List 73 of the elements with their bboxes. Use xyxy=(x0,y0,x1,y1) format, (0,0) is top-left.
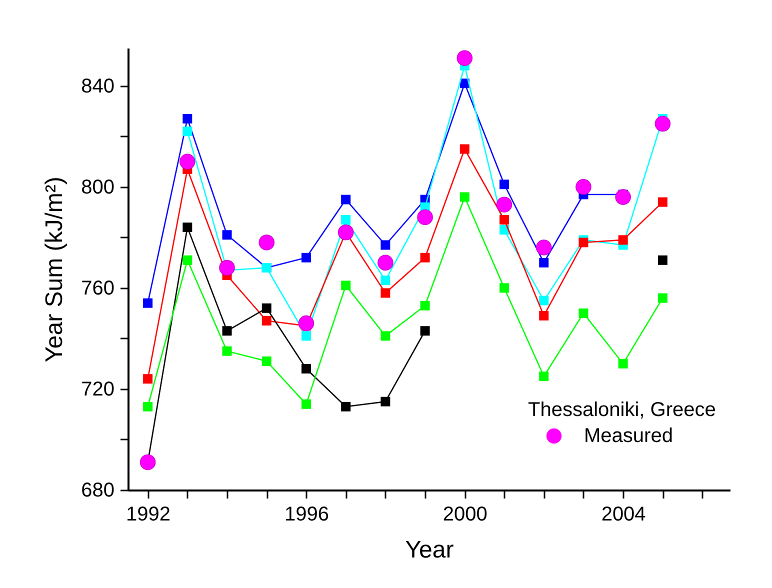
point xyxy=(658,197,668,207)
x-tick-label: 2000 xyxy=(442,504,488,526)
point xyxy=(460,144,470,154)
point xyxy=(380,396,390,406)
legend-label: Measured xyxy=(584,425,673,447)
point xyxy=(182,114,192,124)
point xyxy=(222,230,232,240)
point xyxy=(500,283,509,293)
x-axis-title: Year xyxy=(405,536,454,564)
point xyxy=(301,331,311,341)
point xyxy=(298,315,314,332)
point xyxy=(262,316,272,326)
point xyxy=(576,179,592,195)
y-tick-label: 720 xyxy=(81,378,114,400)
point xyxy=(618,358,628,368)
y-tick-label: 840 xyxy=(81,75,114,98)
point xyxy=(615,189,631,205)
y-tick-label: 800 xyxy=(81,176,114,198)
x-tick-label: 1992 xyxy=(126,504,171,526)
point xyxy=(219,260,235,276)
y-axis-title: Year Sum (kJ/m²) xyxy=(41,176,68,362)
point xyxy=(378,254,394,271)
point xyxy=(578,308,588,318)
point xyxy=(143,298,153,308)
point xyxy=(456,50,473,66)
point xyxy=(539,258,549,268)
point xyxy=(341,402,351,412)
point xyxy=(341,194,351,204)
point xyxy=(578,238,588,248)
point xyxy=(182,222,192,232)
y-tick-label: 760 xyxy=(81,277,114,300)
point xyxy=(539,296,549,306)
point xyxy=(420,326,430,336)
point xyxy=(496,196,512,212)
point xyxy=(380,331,390,341)
point xyxy=(262,303,272,313)
point xyxy=(500,225,509,235)
point xyxy=(539,310,549,320)
point xyxy=(341,280,351,290)
point xyxy=(618,235,628,245)
point xyxy=(140,454,156,470)
point xyxy=(182,255,192,265)
point xyxy=(420,300,430,310)
x-tick-label: 2004 xyxy=(601,504,646,526)
point xyxy=(301,252,311,262)
point xyxy=(539,372,549,382)
point xyxy=(301,364,311,374)
point xyxy=(658,255,668,265)
point xyxy=(338,224,354,240)
point xyxy=(143,402,153,412)
point xyxy=(420,252,430,262)
point xyxy=(222,326,232,336)
y-tick-label: 680 xyxy=(81,480,114,502)
point xyxy=(417,209,433,226)
point xyxy=(658,293,668,303)
point xyxy=(301,399,311,409)
point xyxy=(341,215,351,224)
point xyxy=(460,192,470,202)
point xyxy=(143,374,153,384)
x-tick-label: 1996 xyxy=(284,504,329,526)
point xyxy=(182,126,192,136)
point xyxy=(380,288,390,298)
point xyxy=(262,356,272,366)
point xyxy=(654,116,671,132)
point xyxy=(536,240,552,256)
point xyxy=(180,154,196,170)
point xyxy=(222,346,232,356)
point xyxy=(500,215,509,224)
legend-title: Thessaloniki, Greece xyxy=(528,399,716,421)
point xyxy=(258,234,274,250)
point xyxy=(380,276,390,286)
point xyxy=(380,240,390,250)
point xyxy=(500,180,509,190)
